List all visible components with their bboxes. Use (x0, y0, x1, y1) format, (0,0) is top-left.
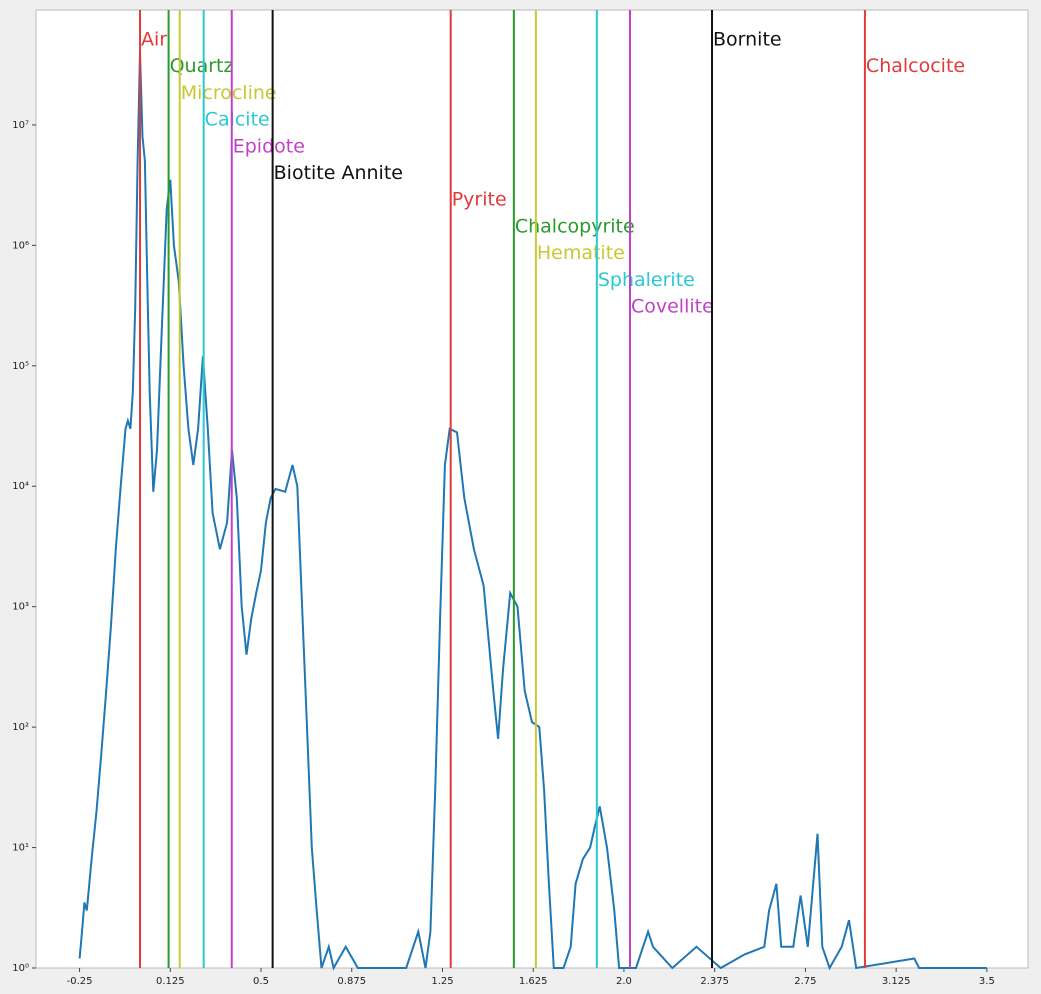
reference-label: Microcline (181, 82, 277, 104)
y-tick-label: 10¹ (12, 843, 29, 854)
x-tick-label: 0.5 (253, 976, 269, 987)
x-tick-label: 3.125 (882, 976, 911, 987)
x-tick-label: -0.25 (67, 976, 93, 987)
reference-label: Biotite Annite (274, 162, 403, 184)
reference-label: Epidote (233, 135, 305, 157)
reference-label: Quartz (170, 55, 234, 77)
y-tick-label: 10⁵ (12, 361, 29, 372)
x-tick-label: 1.625 (519, 976, 548, 987)
y-tick-label: 10⁴ (12, 481, 29, 492)
reference-label: Sphalerite (598, 269, 695, 291)
x-tick-label: 0.875 (337, 976, 366, 987)
reference-label: Air (141, 29, 167, 51)
x-tick-label: 2.0 (616, 976, 632, 987)
plot-area (35, 9, 1029, 969)
reference-label: Chalcopyrite (515, 215, 635, 237)
x-tick-label: 3.5 (979, 976, 995, 987)
reference-label: Chalcocite (866, 55, 965, 77)
x-tick-label: 0.125 (156, 976, 185, 987)
reference-label: Covellite (631, 296, 714, 318)
y-tick-label: 10³ (12, 602, 29, 613)
y-tick-label: 10² (12, 722, 29, 733)
x-tick-label: 2.375 (700, 976, 729, 987)
y-tick-label: 10⁷ (12, 120, 29, 131)
reference-label: Bornite (713, 29, 782, 51)
y-tick-label: 10⁰ (12, 963, 29, 974)
reference-label: Pyrite (452, 189, 507, 211)
reference-label: Calcite (205, 109, 270, 131)
x-tick-label: 1.25 (431, 976, 453, 987)
y-tick-label: 10⁶ (12, 240, 29, 251)
reference-label: Hematite (537, 242, 625, 264)
x-tick-label: 2.75 (794, 976, 816, 987)
data-line (78, 52, 987, 971)
